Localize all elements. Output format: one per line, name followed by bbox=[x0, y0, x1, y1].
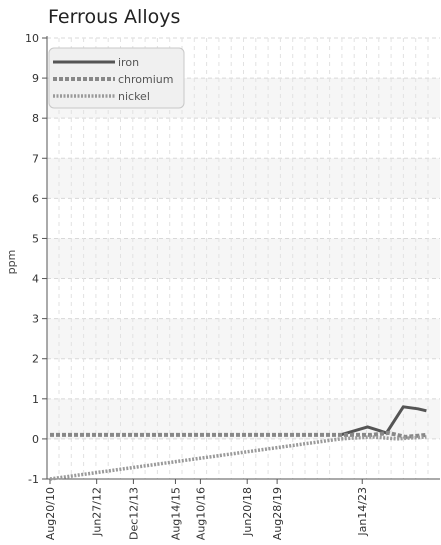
y-ticks: -1 0 1 2 3 4 5 6 7 8 9 10 bbox=[25, 32, 47, 486]
y-tick-label: 3 bbox=[32, 313, 39, 326]
grid-lines bbox=[47, 37, 440, 480]
y-tick-label: 8 bbox=[32, 112, 39, 125]
legend[interactable]: iron chromium nickel bbox=[48, 47, 185, 109]
x-tick-label: Aug10/16 bbox=[194, 487, 207, 540]
series-line-chromium bbox=[50, 430, 427, 439]
y-tick-label: 6 bbox=[32, 192, 39, 205]
x-tick-label: Dec12/13 bbox=[127, 487, 140, 540]
y-tick-label: 2 bbox=[32, 353, 39, 366]
y-tick-label: -1 bbox=[28, 473, 39, 486]
series-line-nickel bbox=[49, 435, 427, 481]
y-axis-label: ppm bbox=[5, 250, 18, 275]
x-tick-label: Aug28/19 bbox=[271, 487, 284, 540]
axes bbox=[46, 36, 440, 480]
x-ticks: Aug20/10 Jun27/12 Dec12/13 Aug14/15 Aug10/16… bbox=[44, 479, 369, 540]
series-line-iron bbox=[339, 405, 427, 437]
y-tick-label: 5 bbox=[32, 232, 39, 245]
chart-title: Ferrous Alloys bbox=[48, 6, 181, 28]
x-tick-label: Jun20/18 bbox=[241, 487, 254, 537]
y-tick-label: 7 bbox=[32, 152, 39, 165]
y-tick-label: 10 bbox=[25, 32, 39, 45]
x-tick-label: Aug20/10 bbox=[44, 487, 57, 540]
series-lines bbox=[49, 405, 427, 481]
y-tick-label: 1 bbox=[32, 393, 39, 406]
y-tick-label: 0 bbox=[32, 433, 39, 446]
legend-label-nickel: nickel bbox=[118, 90, 150, 103]
legend-label-chromium: chromium bbox=[118, 73, 174, 86]
x-tick-label: Jun27/12 bbox=[91, 487, 104, 537]
legend-label-iron: iron bbox=[118, 56, 139, 69]
x-tick-label: Jan14/23 bbox=[356, 487, 369, 537]
y-tick-label: 4 bbox=[32, 273, 39, 286]
x-tick-label: Aug14/15 bbox=[169, 487, 182, 540]
y-tick-label: 9 bbox=[32, 72, 39, 85]
